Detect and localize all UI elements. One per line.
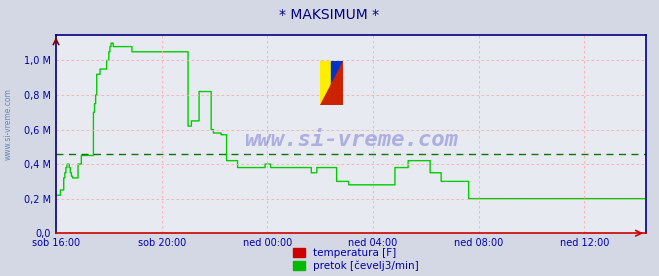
Text: * MAKSIMUM *: * MAKSIMUM * [279,8,380,22]
Text: www.si-vreme.com: www.si-vreme.com [3,88,13,160]
Legend: temperatura [F], pretok [čevelj3/min]: temperatura [F], pretok [čevelj3/min] [293,248,419,271]
Polygon shape [320,61,343,105]
Bar [320,61,331,105]
Text: www.si-vreme.com: www.si-vreme.com [244,130,458,150]
Bar [331,61,343,105]
